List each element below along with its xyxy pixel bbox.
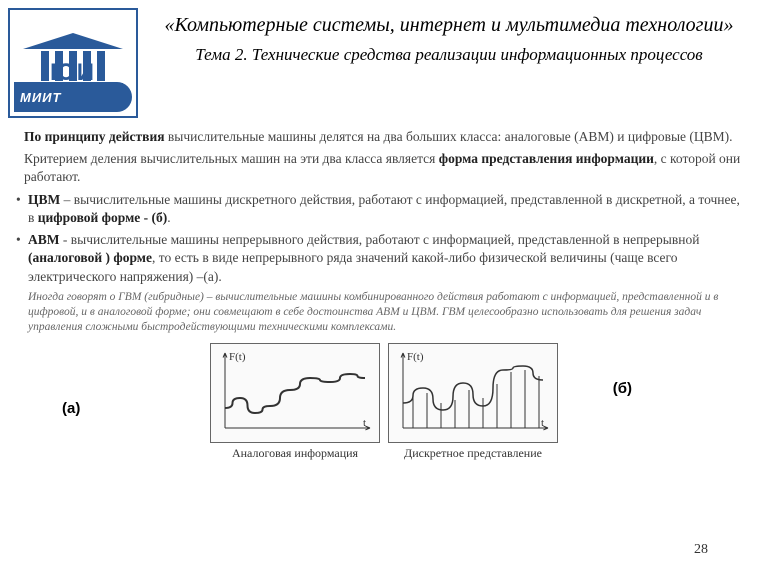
svg-text:t: t (541, 417, 544, 429)
charts-row: F(t) t Аналоговая информация F(t) t Дискре… (24, 343, 744, 461)
svg-text:F(t): F(t) (229, 351, 246, 363)
chart-analog: F(t) t (210, 343, 380, 443)
course-title: «Компьютерные системы, интернет и мульти… (146, 12, 752, 38)
chart-discrete-caption: Дискретное представление (388, 445, 558, 461)
title-block: «Компьютерные системы, интернет и мульти… (146, 8, 752, 66)
paragraph-2: Критерием деления вычислительных машин н… (24, 150, 744, 186)
slide-content: По принципу действия вычислительные маши… (0, 122, 768, 461)
paragraph-1: По принципу действия вычислительные маши… (24, 128, 744, 146)
chart-discrete-svg: F(t) t (393, 348, 553, 438)
chart-discrete: F(t) t (388, 343, 558, 443)
bullet-cvm: ЦВМ – вычислительные машины дискретного … (24, 191, 744, 227)
chart-analog-group: F(t) t Аналоговая информация (210, 343, 380, 461)
chart-discrete-group: F(t) t Дискретное представление (388, 343, 558, 461)
bullet-avm: АВМ - вычислительные машины непрерывного… (24, 231, 744, 286)
chart-analog-caption: Аналоговая информация (210, 445, 380, 461)
logo-train-icon: МИИТ (14, 82, 132, 112)
institute-logo: ЮИ МИИТ (8, 8, 138, 118)
note-gvm: Иногда говорят о ГВМ (гибридные) – вычис… (24, 290, 744, 335)
svg-text:t: t (363, 417, 366, 429)
label-b: (б) (613, 380, 632, 397)
logo-train-text: МИИТ (20, 90, 61, 105)
svg-text:F(t): F(t) (407, 351, 424, 363)
label-a: (а) (62, 400, 80, 417)
slide-header: ЮИ МИИТ «Компьютерные системы, интернет … (0, 0, 768, 122)
topic-title: Тема 2. Технические средства реализации … (146, 44, 752, 66)
page-number: 28 (694, 542, 708, 558)
chart-analog-svg: F(t) t (215, 348, 375, 438)
